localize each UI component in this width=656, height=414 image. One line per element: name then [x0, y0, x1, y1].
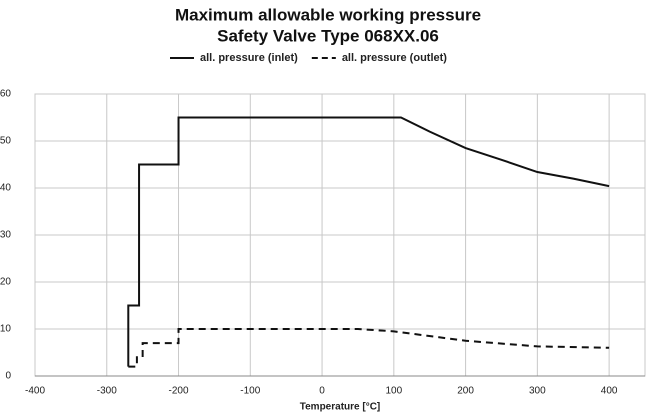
x-axis-label: Temperature [°C]	[300, 402, 381, 413]
x-tick-label: 400	[601, 386, 618, 397]
y-tick-label: 20	[0, 277, 11, 288]
x-tick-label: -300	[97, 386, 117, 397]
y-tick-label: 30	[0, 230, 11, 241]
x-tick-label: 0	[319, 386, 325, 397]
chart-subtitle: Safety Valve Type 068XX.06	[217, 26, 439, 45]
legend-label: all. pressure (outlet)	[342, 52, 447, 64]
x-tick-label: 100	[385, 386, 402, 397]
x-tick-label: 300	[529, 386, 546, 397]
x-tick-label: -200	[169, 386, 189, 397]
chart-title: Maximum allowable working pressure	[175, 5, 481, 24]
y-tick-label: 60	[0, 89, 11, 100]
series-line	[128, 328, 610, 368]
x-tick-label: 200	[457, 386, 474, 397]
y-tick-label: 50	[0, 136, 11, 147]
y-tick-label: 0	[5, 371, 11, 382]
legend-label: all. pressure (inlet)	[200, 52, 298, 64]
x-tick-label: -400	[25, 386, 45, 397]
series-line	[127, 116, 610, 367]
y-tick-label: 40	[0, 183, 11, 194]
y-tick-label: 10	[0, 324, 11, 335]
x-tick-label: -100	[240, 386, 260, 397]
